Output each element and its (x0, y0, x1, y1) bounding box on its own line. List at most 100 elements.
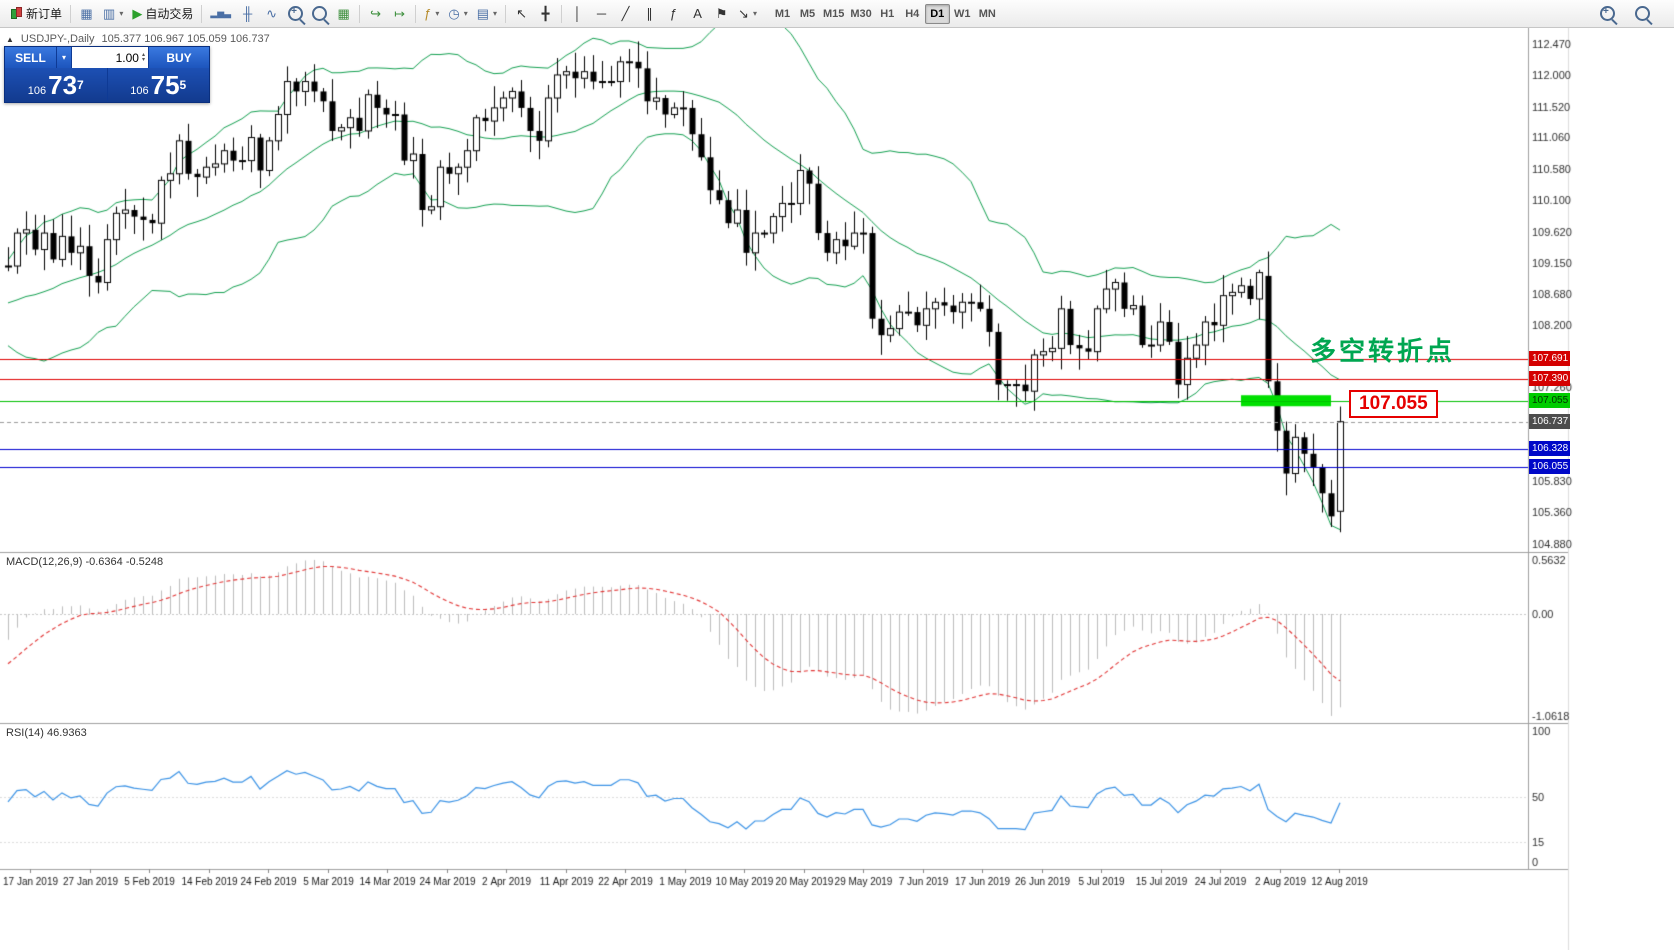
tile-windows-button[interactable]: ▦ (332, 3, 355, 25)
spinner-down-icon: ▾ (141, 56, 145, 63)
price-tag-106-055: 106.055 (1529, 458, 1570, 474)
price-tag-106-737: 106.737 (1529, 413, 1570, 429)
price-chart-canvas[interactable] (0, 28, 1674, 950)
crosshair-button[interactable]: ╋ (534, 3, 557, 25)
candlestick-chart-button[interactable]: ╫ (236, 3, 259, 25)
timeframe-d1-button[interactable]: D1 (924, 3, 950, 24)
price-tag-107-691: 107.691 (1529, 350, 1570, 366)
tile-windows-icon: ▦ (337, 6, 350, 21)
sell-price-sup: 7 (77, 78, 84, 92)
zoom-in-button[interactable] (284, 3, 307, 25)
timeframe-h4-button[interactable]: H4 (900, 4, 925, 24)
chevron-down-icon: ▾ (119, 9, 124, 18)
price-callout-label[interactable]: 107.055 (1349, 390, 1438, 418)
charts-window-button[interactable]: ▦ (75, 3, 98, 25)
trendline-icon: ╱ (621, 6, 630, 21)
text-button[interactable]: A (686, 3, 709, 25)
indicators-button[interactable]: ƒ ▾ (420, 3, 443, 25)
timeframe-w1-button[interactable]: W1 (950, 4, 975, 24)
price-tag-106-328: 106.328 (1529, 440, 1570, 456)
timeframe-mn-button[interactable]: MN (975, 4, 1000, 24)
chart-shift-button[interactable]: ↦ (388, 3, 411, 25)
auto-trading-icon: ▶ (132, 6, 143, 21)
vertical-line-button[interactable]: │ (566, 3, 589, 25)
spinner-up-icon: ▴ (141, 51, 145, 58)
chevron-down-icon: ▾ (463, 9, 468, 18)
chevron-down-icon: ▾ (435, 9, 440, 18)
auto-trading-button[interactable]: ▶ 自动交易 (128, 3, 197, 25)
turning-point-annotation[interactable]: 多空转折点 (1310, 336, 1456, 366)
buy-price-big: 75 (150, 70, 180, 100)
charts-window-icon: ▦ (80, 6, 93, 21)
magnifier-icon (1635, 6, 1650, 21)
timeframe-h1-button[interactable]: H1 (875, 4, 900, 24)
zoom-out-icon (312, 6, 328, 21)
macd-indicator-label: MACD(12,26,9) -0.6364 -0.5248 (6, 556, 164, 568)
volume-spinner[interactable]: ▴ ▾ (141, 51, 145, 63)
bar-chart-button[interactable]: ▂▅▃ (206, 3, 235, 25)
chevron-down-icon: ▾ (493, 9, 498, 18)
ohlc-values: 105.377 106.967 105.059 106.737 (101, 33, 270, 45)
trendline-button[interactable]: ╱ (614, 3, 637, 25)
sell-button[interactable]: SELL (5, 47, 57, 68)
new-order-icon (10, 6, 23, 21)
timeframe-m1-button[interactable]: M1 (770, 4, 795, 24)
label-icon: ⚑ (715, 6, 728, 21)
line-chart-icon: ∿ (266, 6, 278, 21)
toolbar: 新订单▦▥▾▶自动交易▂▅▃╫∿▦↪↦ƒ▾◷▾▤▾↖╋│─╱∥ƒA⚑↘▾M1M5… (0, 0, 1674, 28)
sell-price[interactable]: 106 73 7 (5, 68, 107, 102)
arrows-icon: ↘ (738, 6, 749, 21)
line-chart-button[interactable]: ∿ (260, 3, 283, 25)
timeframe-group: M1 M5 M15 M30 H1 H4 D1 W1 MN (770, 3, 1000, 24)
indicators-icon: ƒ (424, 6, 432, 21)
chart-shift-icon: ↦ (394, 6, 406, 21)
new-order-button-label: 新订单 (26, 7, 63, 21)
price-tag-107-390: 107.390 (1529, 370, 1570, 386)
profiles-button[interactable]: ▥ ▾ (99, 3, 127, 25)
buy-button-label: BUY (166, 50, 192, 65)
buy-price-prefix: 106 (130, 85, 149, 97)
arrows-button[interactable]: ↘ ▾ (734, 3, 761, 25)
toolbar-separator (359, 4, 361, 23)
trade-panel-top-row: SELL ▾ 1.00 ▴ ▾ BUY (5, 47, 209, 68)
timeframe-m5-button[interactable]: M5 (795, 4, 820, 24)
rsi-indicator-label: RSI(14) 46.9363 (6, 727, 87, 739)
trade-panel-prices: 106 73 7 106 75 5 (5, 68, 209, 102)
fibonacci-icon: ƒ (669, 6, 678, 21)
order-type-dropdown-button[interactable]: ▾ (57, 47, 72, 68)
sell-price-prefix: 106 (27, 85, 47, 97)
label-button[interactable]: ⚑ (710, 3, 733, 25)
new-order-button[interactable]: 新订单 (6, 3, 66, 25)
bar-chart-icon: ▂▅▃ (210, 8, 232, 18)
buy-price-sup: 5 (179, 78, 187, 92)
zoom-out-button[interactable] (308, 3, 331, 25)
horizontal-line-button[interactable]: ─ (590, 3, 613, 25)
symbol-period-label: USDJPY-,Daily (20, 33, 95, 45)
profiles-icon: ▥ (103, 6, 116, 21)
templates-button[interactable]: ▤ ▾ (473, 3, 501, 25)
chart-title: ▲ USDJPY-,Daily 105.377 106.967 105.059 … (6, 33, 270, 45)
periods-button[interactable]: ◷ ▾ (444, 3, 471, 25)
timeframe-m30-button[interactable]: M30 (847, 4, 874, 24)
sell-button-label: SELL (15, 50, 46, 65)
timeframe-m15-button[interactable]: M15 (820, 4, 847, 24)
fibonacci-button[interactable]: ƒ (662, 3, 685, 25)
zoom-in-icon (288, 6, 304, 21)
auto-scroll-button[interactable]: ↪ (364, 3, 387, 25)
buy-price[interactable]: 106 75 5 (106, 68, 210, 102)
one-click-trading-panel: SELL ▾ 1.00 ▴ ▾ BUY 106 73 7 106 75 5 (4, 46, 210, 103)
find-symbol-button[interactable] (1596, 3, 1619, 25)
toolbar-separator (505, 4, 507, 23)
sell-price-big: 73 (48, 70, 78, 100)
buy-button[interactable]: BUY (148, 47, 209, 68)
cursor-button[interactable]: ↖ (510, 3, 533, 25)
volume-field[interactable]: 1.00 ▴ ▾ (72, 47, 148, 68)
vertical-line-icon: │ (573, 6, 582, 21)
toolbar-right-icons (1596, 3, 1654, 25)
chevron-down-icon: ▾ (752, 9, 757, 18)
text-icon: A (693, 6, 702, 21)
magnifier-button[interactable] (1631, 3, 1654, 25)
cursor-icon: ↖ (516, 6, 527, 21)
channel-button[interactable]: ∥ (638, 3, 661, 25)
symbol-triangle-icon: ▲ (6, 34, 14, 44)
